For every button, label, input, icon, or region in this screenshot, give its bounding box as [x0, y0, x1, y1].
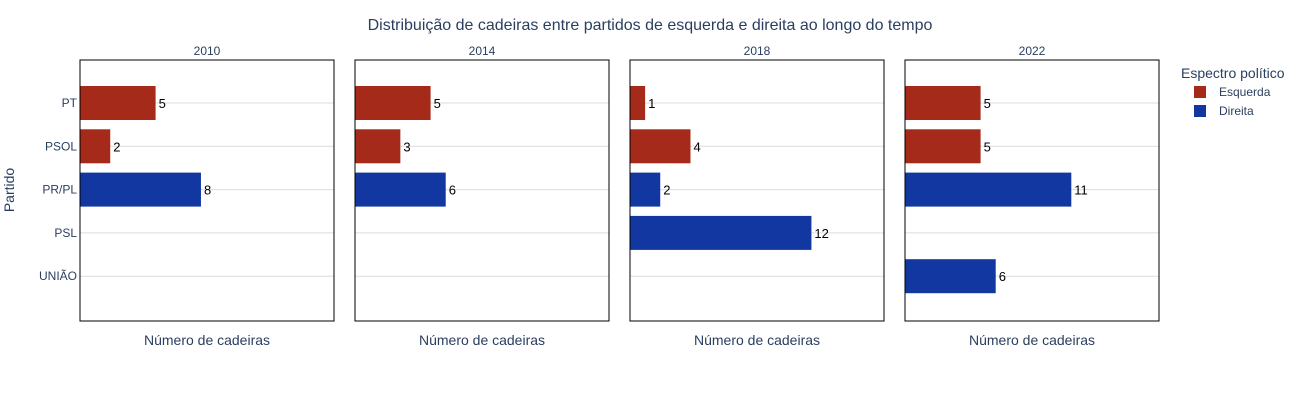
bar-pr-pl	[80, 172, 201, 207]
data-label: 2	[113, 139, 120, 154]
legend-label: Esquerda	[1219, 85, 1271, 99]
legend-title: Espectro político	[1181, 65, 1285, 81]
panel-2010: 5 2 8 2010 Número de cadeiras PT PSOL PR/PL PSL U…	[39, 44, 335, 348]
bar-pr-pl	[905, 172, 1072, 207]
data-label: 6	[449, 183, 456, 198]
panel-frame	[904, 59, 1160, 322]
panel-title: 2014	[469, 44, 496, 58]
bar-psl	[630, 215, 812, 250]
bar-psol	[905, 129, 981, 164]
bar-pr-pl	[630, 172, 661, 207]
panel-2014: 5 3 6 2014 Número de cadeiras	[354, 44, 610, 348]
data-label: 1	[648, 96, 655, 111]
data-label: 5	[159, 96, 166, 111]
x-axis-title: Número de cadeiras	[969, 332, 1095, 348]
data-label: 2	[663, 183, 670, 198]
data-label: 8	[204, 183, 211, 198]
y-tick-label: UNIÃO	[39, 269, 77, 283]
panel-frame	[79, 59, 335, 322]
facet-panels: 5 2 8 2010 Número de cadeiras PT PSOL PR/PL PSL U…	[39, 44, 1160, 348]
panel-2022: 5 5 11 6 2022 Número de cadeiras	[904, 44, 1160, 348]
bar-psol	[630, 129, 691, 164]
legend-label: Direita	[1219, 104, 1254, 118]
y-tick-label: PT	[62, 96, 78, 110]
bar-pt	[905, 86, 981, 120]
bar-pr-pl	[355, 172, 446, 207]
x-axis-title: Número de cadeiras	[419, 332, 545, 348]
panel-title: 2018	[744, 44, 771, 58]
x-axis-title: Número de cadeiras	[694, 332, 820, 348]
data-label: 12	[814, 226, 828, 241]
x-axis-title: Número de cadeiras	[144, 332, 270, 348]
bar-uni-o	[905, 259, 996, 294]
panel-frame	[629, 59, 885, 322]
data-label: 5	[984, 96, 991, 111]
legend-swatch	[1194, 86, 1206, 98]
y-axis-title: Partido	[1, 168, 17, 213]
chart-title: Distribuição de cadeiras entre partidos …	[368, 17, 933, 34]
y-tick-label: PSL	[54, 226, 77, 240]
bar-psol	[355, 129, 401, 164]
bar-pt	[80, 86, 156, 120]
panel-title: 2010	[194, 44, 221, 58]
data-label: 11	[1074, 183, 1088, 198]
y-tick-label: PSOL	[45, 139, 77, 153]
y-tick-label: PR/PL	[42, 183, 77, 197]
bar-psol	[80, 129, 111, 164]
bar-pt	[355, 86, 431, 120]
data-label: 4	[693, 139, 700, 154]
data-label: 3	[403, 139, 410, 154]
panel-2018: 1 4 2 12 2018 Número de cadeiras	[629, 44, 885, 348]
panel-frame	[354, 59, 610, 322]
data-label: 6	[999, 269, 1006, 284]
data-label: 5	[434, 96, 441, 111]
panel-title: 2022	[1019, 44, 1046, 58]
bar-pt	[630, 86, 646, 120]
legend: Espectro político Esquerda Direita	[1181, 65, 1285, 118]
legend-swatch	[1194, 105, 1206, 117]
data-label: 5	[984, 139, 991, 154]
